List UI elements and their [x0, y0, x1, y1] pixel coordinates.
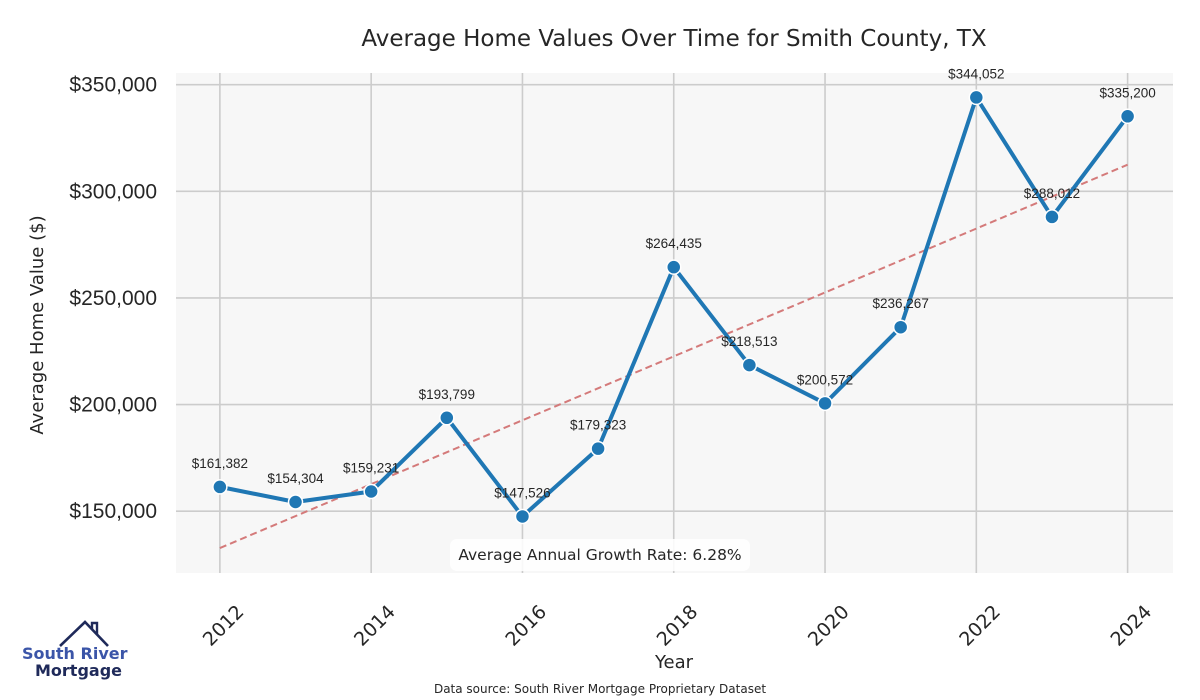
chart-title: Average Home Values Over Time for Smith …: [361, 26, 987, 52]
data-point: [363, 483, 379, 500]
x-tick-label: 2018: [653, 601, 703, 651]
y-tick-label: $250,000: [69, 287, 157, 310]
data-label: $154,304: [267, 471, 324, 486]
logo-line1: South River: [22, 644, 128, 663]
y-tick-label: $350,000: [69, 74, 157, 97]
logo-line2: Mortgage: [35, 661, 122, 680]
y-tick-label: $150,000: [69, 500, 157, 523]
data-point: [212, 479, 228, 495]
x-tick-label: 2012: [199, 601, 249, 651]
data-label: $200,572: [797, 372, 853, 387]
data-point: [892, 319, 909, 335]
y-tick-label: $200,000: [69, 394, 157, 417]
growth-rate-annotation: Average Annual Growth Rate: 6.28%: [450, 539, 750, 571]
x-tick-labels: 2012 2014 2016 2018 2020 2022 2024: [199, 601, 1156, 651]
data-label: $264,435: [646, 236, 702, 251]
data-point: [1119, 108, 1136, 125]
data-points: [212, 89, 1136, 525]
annotation-text: Average Annual Growth Rate: 6.28%: [458, 546, 741, 564]
data-labels: $161,382 $154,304 $159,231 $193,799 $147,526…: [192, 66, 1156, 500]
y-tick-label: $300,000: [69, 180, 157, 203]
data-label: $159,231: [343, 460, 399, 475]
data-label: $161,382: [192, 456, 248, 471]
company-logo: South River Mortgage: [22, 620, 128, 680]
data-point: [968, 89, 985, 106]
annotation-box: [450, 539, 750, 571]
house-roof-icon: [59, 620, 109, 647]
data-label: $179,323: [570, 418, 626, 433]
x-tick-label: 2022: [955, 601, 1005, 651]
x-tick-label: 2016: [501, 601, 551, 651]
data-label: $218,513: [721, 334, 777, 349]
data-point: [741, 357, 758, 373]
x-tick-label: 2014: [350, 601, 400, 651]
y-axis-label: Average Home Value ($): [27, 215, 48, 434]
data-point: [514, 508, 531, 525]
data-label: $288,012: [1024, 186, 1080, 201]
data-source-note: Data source: South River Mortgage Propri…: [434, 682, 766, 696]
data-point: [439, 410, 455, 426]
x-axis-label: Year: [654, 652, 694, 673]
data-point: [590, 440, 606, 457]
grid-lines: [176, 73, 1173, 573]
x-tick-label: 2024: [1106, 601, 1156, 651]
data-point: [287, 494, 304, 510]
data-label: $147,526: [494, 485, 550, 500]
chimney-icon: [90, 621, 99, 634]
x-tick-label: 2020: [804, 601, 854, 651]
data-label: $335,200: [1099, 85, 1155, 100]
data-point: [665, 259, 682, 275]
data-point: [817, 395, 833, 412]
data-label: $236,267: [873, 296, 929, 311]
data-label: $344,052: [948, 66, 1004, 81]
data-point: [1044, 209, 1060, 225]
data-label: $193,799: [419, 387, 475, 402]
y-tick-labels: $150,000 $200,000 $250,000 $300,000 $350,000: [69, 74, 157, 523]
